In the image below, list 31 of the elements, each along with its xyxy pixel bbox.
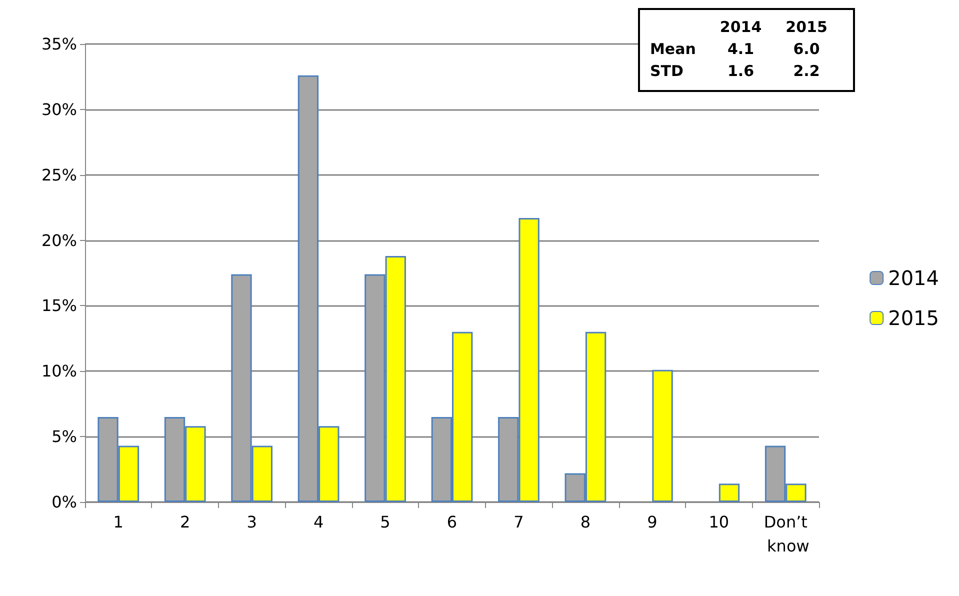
y-tick-label: 15% [41, 296, 77, 316]
text: 2014 [718, 17, 763, 38]
y-tick-label: 30% [41, 100, 77, 119]
x-tick-label: 9 [647, 512, 658, 532]
bar [718, 484, 740, 502]
x-tick-label: 2 [180, 512, 190, 532]
annotation: Mean [649, 39, 697, 60]
text: 2015 [784, 17, 828, 38]
x-tick-label: 7 [514, 512, 524, 532]
y-tick-label: 10% [41, 362, 77, 381]
x-tick-label: 1 [113, 512, 124, 532]
annotation: 2.2 [792, 61, 821, 82]
y-tick-label: 35% [41, 34, 77, 54]
x-tick-label: Don’t know [762, 512, 810, 556]
legend-label: 2014 [888, 266, 940, 290]
x-tick-label: 3 [246, 512, 257, 532]
x-tick-label: 8 [580, 512, 591, 532]
bar [652, 370, 673, 502]
x-tick-label: 5 [380, 512, 390, 532]
legend-label: 2015 [888, 306, 940, 330]
y-tick-label: 0% [52, 492, 77, 512]
annotation: 6.0 [792, 39, 821, 60]
x-tick-label: 4 [313, 512, 324, 532]
annotation: STD [649, 61, 684, 82]
y-tick-label: 20% [41, 230, 77, 250]
annotation: 1.6 [726, 61, 756, 82]
y-tick-label: 25% [41, 165, 77, 184]
y-tick-label: 5% [52, 427, 77, 446]
x-tick-label: 6 [446, 512, 458, 532]
x-tick-label: 10 [708, 512, 730, 532]
annotation: 4.1 [726, 39, 756, 60]
